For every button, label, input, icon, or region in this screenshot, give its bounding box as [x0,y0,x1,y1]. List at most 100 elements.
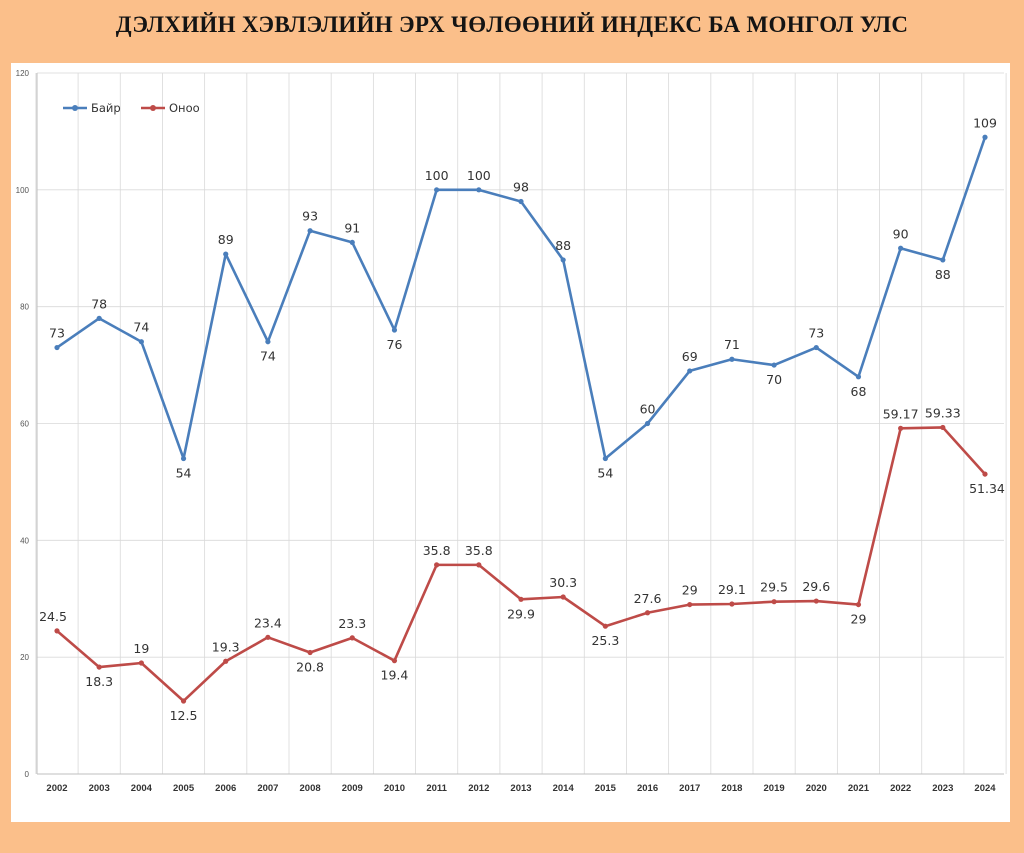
data-point [391,327,398,333]
x-tick-label: 2019 [764,783,785,794]
data-label: 73 [49,326,65,341]
x-tick-label: 2014 [553,783,575,794]
data-label: 29.9 [507,606,535,621]
data-label: 35.8 [465,543,493,558]
data-label: 74 [260,349,276,364]
x-tick-label: 2021 [848,783,870,794]
x-tick-label: 2015 [595,783,617,794]
x-tick-label: 2005 [173,783,195,794]
legend-item-1: Байр [63,101,121,115]
y-tick-label: 100 [16,186,30,195]
data-point [982,471,988,477]
data-point [223,251,229,257]
data-point [898,425,904,431]
data-label: 51.34 [969,481,1005,496]
data-point [223,658,229,664]
y-tick-label: 40 [20,536,29,545]
data-label: 24.5 [39,609,67,624]
y-tick-label: 60 [20,420,29,429]
x-tick-label: 2011 [426,783,447,794]
data-point [982,134,988,140]
data-point [644,420,651,427]
data-point [265,634,271,640]
data-label: 19.3 [212,639,240,654]
x-tick-label: 2004 [131,783,153,794]
data-point [518,198,524,205]
data-label: 19.4 [381,668,409,683]
data-point [602,455,608,462]
data-point [687,368,693,374]
data-point [434,187,440,193]
data-label: 88 [935,267,951,282]
data-label: 23.3 [338,616,366,631]
x-tick-label: 2006 [215,783,236,794]
y-tick-label: 20 [20,653,29,662]
data-label: 29.6 [802,579,830,594]
data-label: 100 [467,168,491,183]
data-label: 73 [808,326,824,341]
data-label: 70 [766,372,782,387]
chart-panel: 0 20 40 60 80 100 120 2002 2003 2004 2005 2006 2007 2… [11,63,1010,822]
data-label: 71 [724,337,740,352]
y-tick-label: 0 [25,770,30,779]
data-label: 12.5 [170,708,198,723]
data-point [307,228,313,234]
data-label: 89 [218,232,234,247]
legend-marker [72,105,78,111]
data-point [349,635,355,641]
data-label: 59.33 [925,405,961,420]
data-label: 29 [682,583,698,598]
x-tick-label: 2008 [300,783,321,794]
data-point [729,356,735,362]
data-point [265,339,271,345]
x-tick-label: 2018 [721,783,742,794]
data-point [560,257,566,263]
data-point [476,562,482,568]
data-label: 23.4 [254,615,282,630]
data-label: 91 [344,220,360,235]
data-label: 74 [133,320,149,335]
data-point [434,562,440,568]
data-label: 59.17 [883,406,919,421]
data-point [138,660,144,666]
data-label: 98 [513,180,529,195]
data-point [96,664,102,670]
data-point [855,601,862,608]
data-label: 30.3 [549,575,577,590]
data-point [729,601,735,607]
data-label: 19 [133,641,149,656]
x-tick-label: 2003 [89,783,110,794]
data-label: 93 [302,209,318,224]
data-point [180,455,187,462]
data-point [391,658,398,664]
x-tick-label: 2016 [637,783,658,794]
data-point [940,424,946,431]
data-label: 27.6 [634,591,662,606]
data-point [518,596,524,602]
legend-item-2: Оноо [141,101,200,115]
legend-label: Оноо [169,101,200,115]
x-tick-label: 2022 [890,783,911,794]
data-label: 100 [425,168,449,183]
x-tick-label: 2023 [932,783,953,794]
data-label: 76 [387,337,403,352]
data-point [771,599,777,605]
x-tick-label: 2013 [510,783,531,794]
x-tick-label: 2009 [342,783,363,794]
data-label: 109 [973,115,997,130]
data-point [138,339,144,345]
x-tick-label: 2012 [468,783,489,794]
legend-label: Байр [91,101,121,115]
data-label: 60 [640,402,656,417]
data-point [898,245,904,251]
data-point [940,257,946,263]
data-point [855,374,862,380]
data-label: 29.1 [718,582,746,597]
line-chart: 0 20 40 60 80 100 120 2002 2003 2004 2005 2006 2007 2… [16,69,1007,794]
data-label: 54 [176,466,192,481]
data-label: 78 [91,296,107,311]
page-title: ДЭЛХИЙН ХЭВЛЭЛИЙН ЭРХ ЧӨЛӨӨНИЙ ИНДЕКС БА… [115,12,909,37]
series-line-2 [56,426,986,703]
data-point [349,239,355,246]
